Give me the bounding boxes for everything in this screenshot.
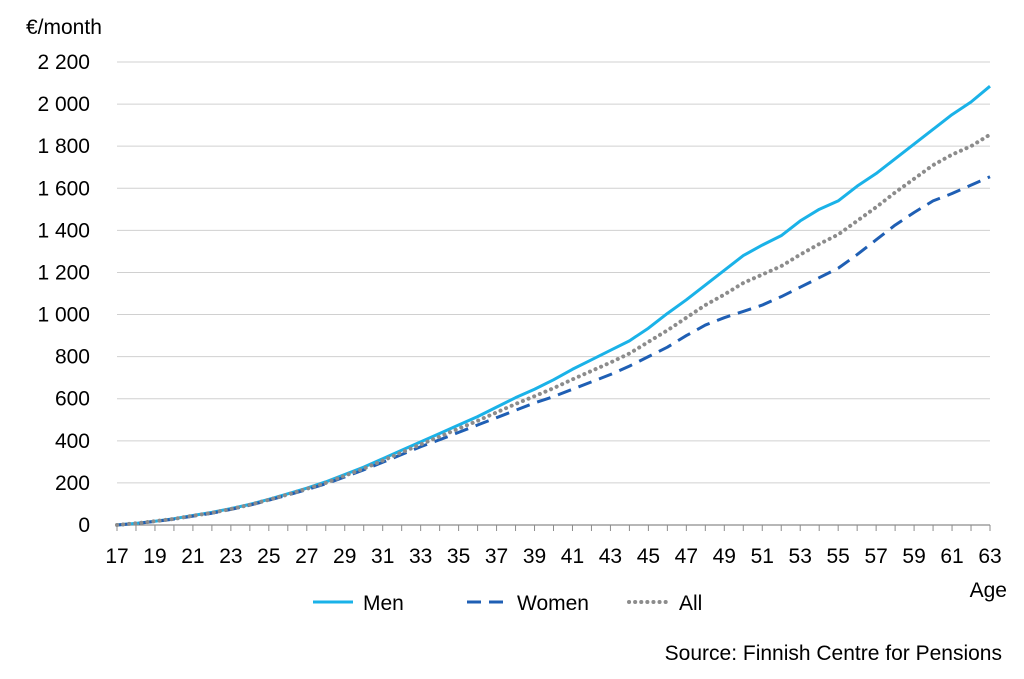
y-tick-label: 1 600	[37, 177, 90, 200]
y-tick-label: 800	[55, 346, 90, 369]
legend-label-women: Women	[517, 592, 589, 615]
x-tick-label: 17	[105, 545, 128, 568]
y-tick-label: 600	[55, 388, 90, 411]
x-tick-label: 37	[485, 545, 508, 568]
x-tick-label: 39	[523, 545, 546, 568]
series-line-women	[116, 175, 991, 527]
x-tick-label: 41	[561, 545, 584, 568]
x-tick-label: 45	[637, 545, 660, 568]
x-tick-label: 35	[447, 545, 470, 568]
legend-label-all: All	[679, 592, 702, 615]
x-axis-ticks: 17 19 21 23 25 27 29 31 33 35 37 39 41 43 45 47 49 51 53 55…	[105, 525, 1002, 568]
y-tick-label: 200	[55, 472, 90, 495]
y-tick-label: 400	[55, 430, 90, 453]
y-tick-label: 1 200	[37, 261, 90, 284]
series-line-men	[116, 85, 991, 527]
x-tick-label: 57	[864, 545, 887, 568]
x-tick-label: 53	[789, 545, 812, 568]
x-tick-label: 19	[143, 545, 166, 568]
y-axis-ticks: 0 200 400 600 800 1 000 1 200 1 400 1 600 1 800 2 …	[37, 51, 90, 537]
y-tick-label: 1 400	[37, 219, 90, 242]
x-tick-label: 47	[675, 545, 698, 568]
y-tick-label: 1 800	[37, 135, 90, 158]
x-tick-label: 51	[751, 545, 774, 568]
x-tick-label: 43	[599, 545, 622, 568]
gridlines	[117, 61, 990, 484]
x-axis-title: Age	[970, 579, 1007, 602]
series-line-all	[115, 132, 992, 527]
y-axis-title: €/month	[26, 16, 102, 39]
legend-label-men: Men	[363, 592, 404, 615]
x-tick-label: 25	[257, 545, 280, 568]
x-tick-label: 59	[902, 545, 925, 568]
x-tick-label: 29	[333, 545, 356, 568]
y-tick-label: 1 000	[37, 304, 90, 327]
x-tick-label: 31	[371, 545, 394, 568]
y-tick-label: 2 200	[37, 51, 90, 74]
y-tick-label: 2 000	[37, 93, 90, 116]
series-lines	[115, 85, 992, 527]
x-tick-label: 27	[295, 545, 318, 568]
x-tick-label: 63	[978, 545, 1001, 568]
x-tick-label: 55	[826, 545, 849, 568]
x-tick-label: 49	[713, 545, 736, 568]
x-tick-label: 21	[181, 545, 204, 568]
legend: Men Women All	[313, 592, 702, 615]
y-tick-label: 0	[78, 514, 90, 537]
x-tick-label: 23	[219, 545, 242, 568]
x-tick-label: 61	[940, 545, 963, 568]
source-note: Source: Finnish Centre for Pensions	[665, 642, 1002, 665]
x-tick-label: 33	[409, 545, 432, 568]
